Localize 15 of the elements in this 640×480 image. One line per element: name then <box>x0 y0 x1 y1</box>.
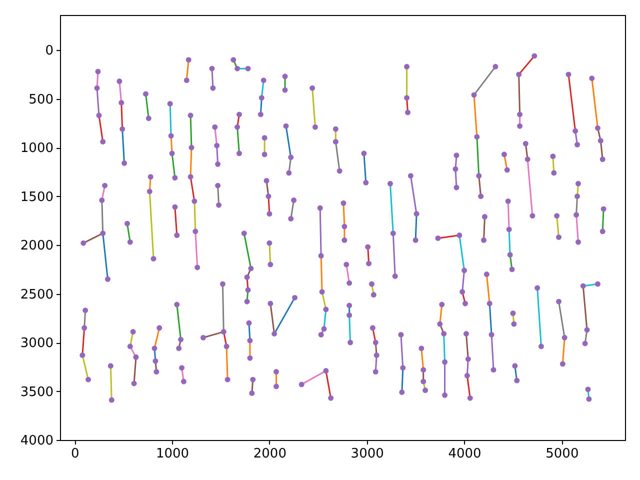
x-tick-label: 4000 <box>448 446 482 462</box>
x-tick-label: 3000 <box>350 446 384 462</box>
x-tick-label: 0 <box>70 446 80 462</box>
x-tick-label: 2000 <box>253 446 286 462</box>
x-tick-label: 5000 <box>546 446 579 462</box>
y-tick-label: 0 <box>45 44 54 59</box>
y-tick-label: 2500 <box>20 287 54 302</box>
y-tick-label: 3000 <box>20 336 54 352</box>
y-tick-label: 500 <box>28 92 54 108</box>
y-tick-label: 3500 <box>20 384 54 400</box>
y-tick-label: 2000 <box>20 238 54 254</box>
y-tick-label: 1500 <box>20 190 54 205</box>
y-tick-label: 4000 <box>20 434 54 448</box>
x-tick-label: 1000 <box>156 446 190 462</box>
y-tick-label: 1000 <box>20 141 54 156</box>
